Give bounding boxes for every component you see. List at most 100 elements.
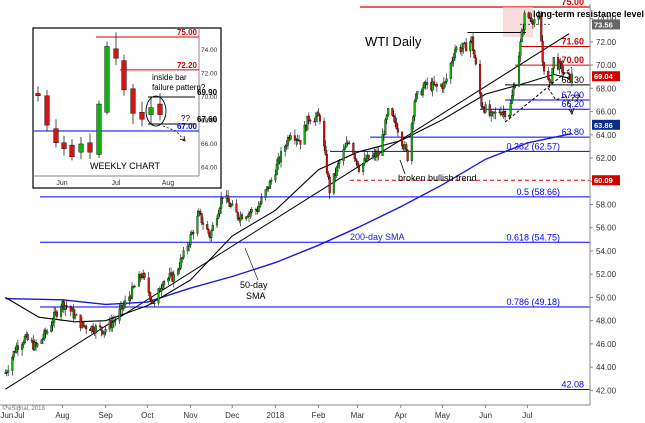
- candle-body: [540, 17, 543, 42]
- inset-annotation-line2: failure pattern?: [152, 83, 206, 92]
- resistance-label: long-term resistance level: [533, 9, 644, 19]
- y-tick-label: 48.00: [596, 317, 617, 326]
- price-badge: [592, 71, 620, 82]
- inset-y-tick-label: 70.00: [201, 94, 218, 101]
- candle-body: [207, 229, 210, 234]
- candle-body: [538, 15, 541, 18]
- candle-body: [23, 336, 26, 343]
- candle-body: [210, 230, 213, 239]
- level-label: 67.00: [561, 90, 584, 100]
- x-tick-label: Sep: [98, 411, 113, 420]
- candle-body: [519, 41, 522, 57]
- candle-body: [247, 212, 251, 217]
- candle-body: [40, 339, 43, 344]
- candle-body: [11, 357, 14, 371]
- x-tick-label: Jun: [479, 411, 492, 420]
- x-tick-label: Jul: [522, 411, 532, 420]
- candle-body: [7, 370, 10, 373]
- candle-body: [133, 286, 136, 288]
- candle-body: [345, 142, 348, 148]
- inset-level-label: 67.60: [197, 115, 218, 124]
- candle-body: [530, 18, 533, 22]
- candle-body: [257, 206, 260, 212]
- price-badge-label: 73.56: [594, 20, 613, 29]
- x-tick-label: Nov: [183, 411, 197, 420]
- y-tick-label: 44.00: [596, 363, 617, 372]
- x-tick-label: Apr: [394, 411, 407, 420]
- bullish-trendline: [5, 33, 570, 390]
- candle-body: [367, 154, 370, 159]
- candle-body: [200, 213, 203, 224]
- inset-title: WEEKLY CHART: [90, 161, 161, 171]
- sma-50-label-line1: 50-day: [240, 280, 268, 290]
- candle-body: [289, 135, 292, 140]
- candle-body: [323, 121, 326, 147]
- candle-body: [381, 134, 384, 156]
- y-tick-label: 50.00: [596, 293, 617, 302]
- candle-body: [161, 284, 164, 289]
- inset-x-tick-label: Jul: [112, 180, 121, 187]
- candle-body: [153, 302, 156, 305]
- candle-body: [179, 258, 182, 269]
- y-tick-label: 70.00: [596, 61, 617, 70]
- candle-body: [517, 55, 521, 87]
- candle-body: [50, 325, 53, 332]
- candle-body: [548, 79, 551, 83]
- candle-body: [513, 86, 516, 89]
- candle-body: [246, 216, 249, 218]
- candle-body: [387, 108, 390, 116]
- level-label: 0.618 (54.75): [506, 232, 560, 242]
- candle-body: [455, 47, 458, 50]
- candle-body: [442, 81, 445, 89]
- candle-body: [293, 135, 296, 141]
- inset-candle-body: [78, 143, 84, 153]
- candle-body: [523, 12, 526, 30]
- candle-body: [41, 337, 45, 340]
- x-tick-label: Jul: [14, 411, 24, 420]
- candle-body: [406, 149, 409, 161]
- inset-candle-body: [87, 142, 93, 153]
- candle-body: [286, 137, 290, 146]
- weekly-chart-inset: 64.00 66.00 68.00 70.00 72.00 74.00 Jun Jul Aug 7…: [32, 27, 222, 189]
- y-tick-label: 62.00: [596, 154, 617, 163]
- candle-body: [26, 334, 29, 341]
- inset-candle-body: [130, 88, 136, 114]
- candle-body: [453, 49, 457, 59]
- candle-body: [480, 93, 483, 107]
- candle-body: [268, 181, 271, 189]
- sma-50-path: [5, 73, 573, 323]
- candle-body: [371, 154, 374, 159]
- candle-body: [328, 176, 331, 194]
- candle-body: [357, 166, 360, 172]
- candle-body: [384, 119, 387, 136]
- inset-level-label: 69.90: [197, 88, 218, 97]
- candle-body: [566, 72, 569, 74]
- candle-body: [356, 160, 359, 167]
- candle-body: [221, 197, 224, 199]
- candle-body: [250, 209, 253, 213]
- candle-body: [160, 288, 163, 292]
- candle-body: [118, 309, 121, 321]
- candle-body: [4, 372, 7, 374]
- candle-body: [377, 152, 380, 156]
- price-badge: [592, 19, 620, 30]
- candle-body: [451, 60, 454, 64]
- inset-candle-body: [121, 60, 127, 91]
- candle-body: [452, 57, 455, 62]
- candle-body: [401, 132, 404, 146]
- inset-candle-body: [96, 103, 102, 155]
- candle-body: [512, 87, 515, 96]
- candle-body: [98, 325, 102, 327]
- watermark: © eSignal, 2018: [2, 405, 45, 412]
- candle-body: [73, 314, 77, 319]
- candle-body: [551, 68, 554, 83]
- sma-200-label: 200-day SMA: [350, 232, 405, 242]
- candle-body: [324, 145, 327, 155]
- candle-body: [284, 145, 287, 152]
- candle-body: [186, 246, 189, 251]
- candle-body: [444, 81, 447, 83]
- candle-body: [474, 57, 477, 65]
- candle-body: [472, 36, 475, 52]
- candle-body: [337, 163, 340, 168]
- candle-body: [501, 112, 504, 116]
